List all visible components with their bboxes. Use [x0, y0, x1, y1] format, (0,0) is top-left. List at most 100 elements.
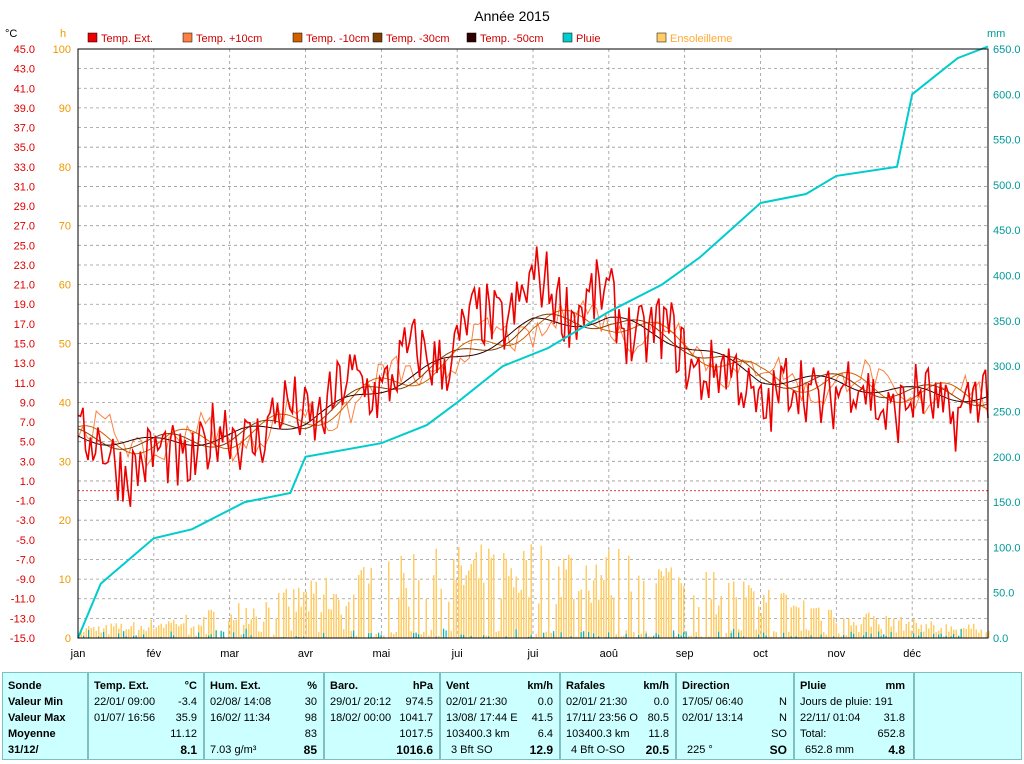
rain-bar: [173, 635, 175, 638]
sun-bar: [405, 588, 407, 638]
sun-bar: [373, 636, 375, 638]
sun-bar: [805, 629, 807, 638]
month-label: avr: [298, 648, 314, 660]
sun-bar: [208, 610, 210, 638]
sun-bar: [448, 601, 450, 638]
legend-swatch: [466, 32, 477, 43]
sun-bar: [453, 559, 455, 638]
sun-bar: [725, 632, 727, 638]
legend: Temp. Ext. Temp. +10cm Temp. -10cm Temp. -3…: [87, 32, 732, 45]
sun-bar: [733, 581, 735, 638]
rain-bar: [133, 635, 135, 638]
rain-bar: [135, 635, 137, 638]
sun-bar: [203, 616, 205, 638]
month-label: mar: [220, 648, 239, 660]
rain-bar: [763, 632, 765, 638]
sonde-header: Sonde: [8, 680, 42, 692]
sun-bar: [740, 630, 742, 638]
sun-bar: [320, 612, 322, 638]
sun-bar: [158, 625, 160, 638]
temp-min-date: 22/01/ 09:00: [94, 696, 156, 708]
rain-bar: [843, 634, 845, 638]
direction-min-date: 17/05/ 06:40: [682, 696, 744, 708]
rain-unit-label: mm: [987, 28, 1005, 40]
vent-distance: 103400.3 km: [446, 728, 510, 740]
direction-max-value: N: [779, 712, 787, 724]
rain-bar: [505, 636, 507, 638]
sun-bar: [80, 630, 82, 638]
sun-bar: [410, 631, 412, 638]
temp-unit: °C: [184, 680, 197, 692]
temp-tick-label: -9.0: [16, 574, 35, 586]
sun-bar: [620, 636, 622, 638]
rain-bar: [608, 632, 610, 638]
sun-bar: [200, 625, 202, 638]
sun-bar: [160, 623, 162, 638]
rain-bar: [580, 632, 582, 638]
sun-bar: [613, 597, 615, 638]
month-label: mai: [372, 648, 390, 660]
rain-bar: [645, 633, 647, 638]
rain-bar: [243, 634, 245, 638]
sun-bar: [508, 576, 510, 638]
rain-tick-label: 550.0: [993, 135, 1021, 147]
rafales-header: Rafales: [566, 680, 606, 692]
rain-bar: [415, 632, 417, 638]
sun-bar: [258, 631, 260, 638]
sun-bar: [828, 609, 830, 638]
legend-label: Temp. +10cm: [196, 33, 262, 45]
sun-bar: [980, 629, 982, 638]
sun-bar: [675, 636, 677, 638]
sun-bar: [350, 631, 352, 638]
sun-bar: [940, 627, 942, 638]
rain-bar: [658, 634, 660, 638]
panel-pluie: Pluie mm Jours de pluie: 191 22/11/ 01:0…: [794, 672, 914, 760]
sun-bar: [810, 608, 812, 638]
rain-bar: [488, 636, 490, 638]
baro-current-value: 1016.6: [396, 743, 433, 757]
sun-bar: [300, 606, 302, 638]
sun-bar: [520, 589, 522, 638]
month-label: fév: [146, 648, 161, 660]
sun-bar: [128, 629, 130, 638]
sun-bar: [93, 627, 95, 638]
temp-mean-value: 11.12: [170, 728, 197, 740]
sun-bar: [823, 631, 825, 638]
rain-bar: [820, 634, 822, 638]
sun-bar: [228, 620, 230, 638]
hum-min-value: 30: [304, 696, 317, 708]
sun-bar: [275, 617, 277, 638]
rain-bar: [215, 630, 217, 638]
sun-bar: [493, 554, 495, 638]
rain-bar: [530, 634, 532, 638]
rafales-mean-value: 11.8: [648, 728, 669, 740]
sun-bar: [178, 626, 180, 638]
sonde-row-mean: Moyenne: [8, 728, 56, 740]
sun-bar: [663, 576, 665, 638]
rain-bar: [738, 632, 740, 638]
sun-bar: [260, 631, 262, 638]
sun-bar: [873, 615, 875, 638]
pluie-total-label: Total:: [800, 728, 827, 740]
sun-bar: [475, 552, 477, 638]
sun-bar: [230, 614, 232, 638]
rain-bar: [680, 635, 682, 638]
sun-bar: [255, 616, 257, 638]
sun-bar: [335, 594, 337, 638]
sun-bar: [153, 629, 155, 638]
month-label: oct: [753, 648, 768, 660]
sun-bar: [125, 629, 127, 638]
sun-bar: [903, 630, 905, 638]
sun-bar: [820, 620, 822, 638]
sun-bar: [315, 581, 317, 638]
sun-bar: [955, 629, 957, 638]
rain-bar: [765, 635, 767, 638]
rain-bar: [303, 636, 305, 638]
sun-bar: [870, 626, 872, 638]
sun-bar: [660, 571, 662, 638]
sun-bar: [698, 607, 700, 638]
rain-bar: [783, 632, 785, 638]
legend-label: Pluie: [576, 33, 600, 45]
rain-bar: [913, 633, 915, 638]
sun-bar: [618, 548, 620, 638]
